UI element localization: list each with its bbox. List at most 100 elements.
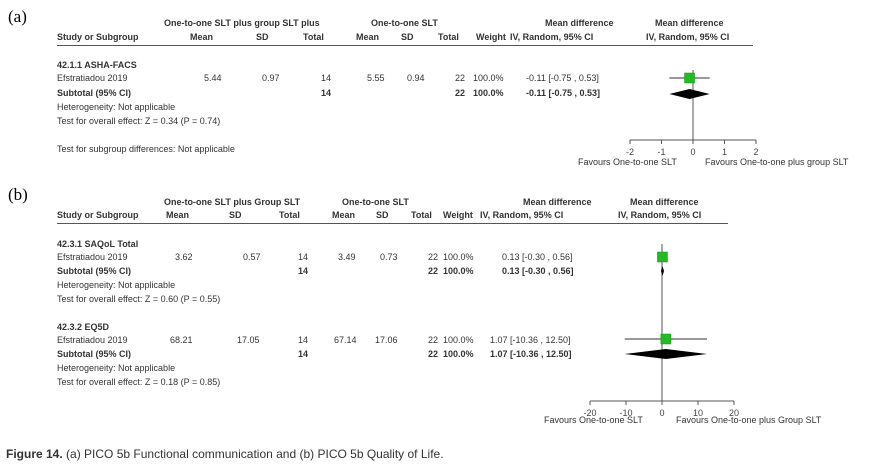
subtotal-n2: 22 (455, 88, 466, 98)
heterogeneity-text: Heterogeneity: Not applicable (57, 280, 176, 290)
study-n2: 22 (455, 73, 466, 83)
study-name: Efstratiadou 2019 (57, 73, 128, 83)
subtotal-weight: 100.0% (443, 349, 474, 359)
x-tick-label: -2 (626, 147, 634, 157)
study-name: Efstratiadou 2019 (57, 335, 128, 345)
study-marker (660, 333, 672, 345)
subtotal-n1: 14 (298, 266, 309, 276)
study-sd2: 0.94 (407, 73, 425, 83)
mean2-col-header-a: Mean (356, 32, 380, 42)
subtotal-n2: 22 (428, 349, 439, 359)
mean2-col-header-b: Mean (332, 210, 356, 220)
plot-sub-header-b: IV, Random, 95% CI (618, 210, 702, 220)
total1-col-header-b: Total (279, 210, 300, 220)
study-name: Efstratiadou 2019 (57, 252, 128, 262)
subtotal-ci: 0.13 [-0.30 , 0.56] (502, 266, 574, 276)
subtotal-weight: 100.0% (443, 266, 474, 276)
panel-label-a: (a) (8, 7, 27, 26)
mean1-col-header-b: Mean (166, 210, 190, 220)
x-tick-label: 2 (753, 147, 758, 157)
heterogeneity-text: Heterogeneity: Not applicable (57, 102, 176, 112)
md-header-b: Mean difference (523, 197, 592, 207)
study-n1: 14 (298, 252, 309, 262)
x-tick-label: -1 (657, 147, 665, 157)
sd1-col-header-b: SD (229, 210, 242, 220)
md-sub-header-a: IV, Random, 95% CI (510, 32, 594, 42)
favours-right-b: Favours One-to-one plus Group SLT (676, 415, 822, 425)
weight-col-header-b: Weight (443, 210, 473, 220)
subtotal-ci: -0.11 [-0.75 , 0.53] (526, 88, 601, 98)
overall-effect-text: Test for overall effect: Z = 0.34 (P = 0… (57, 116, 221, 126)
subtotal-diamond (660, 266, 665, 276)
caption-label: Figure 14. (6, 447, 63, 461)
overall-effect-text: Test for overall effect: Z = 0.60 (P = 0… (57, 294, 221, 304)
study-n2: 22 (428, 335, 439, 345)
header-rule-a (57, 45, 753, 46)
study-weight: 100.0% (443, 252, 474, 262)
total1-col-header-a: Total (303, 32, 324, 42)
favours-right-a: Favours One-to-one plus group SLT (705, 157, 849, 167)
favours-left-a: Favours One-to-one SLT (578, 157, 677, 167)
study-col-header-a: Study or Subgroup (57, 32, 139, 42)
subtotal-label: Subtotal (95% CI) (57, 349, 132, 359)
md-header-a: Mean difference (545, 18, 614, 28)
study-mean1: 68.21 (170, 335, 193, 345)
subtotal-n1: 14 (321, 88, 332, 98)
favours-left-b: Favours One-to-one SLT (544, 415, 643, 425)
group1-header-a: One-to-one SLT plus group SLT plus (164, 18, 320, 28)
study-sd2: 17.06 (375, 335, 398, 345)
weight-col-header-a: Weight (476, 32, 506, 42)
subgroup-title: 42.1.1 ASHA-FACS (57, 60, 137, 70)
study-sd1: 0.57 (243, 252, 261, 262)
heterogeneity-text: Heterogeneity: Not applicable (57, 363, 176, 373)
subtotal-diamond (669, 89, 710, 99)
header-rule-b (57, 223, 728, 224)
subtotal-n1: 14 (298, 349, 309, 359)
group2-header-b: One-to-one SLT (342, 197, 409, 207)
md-sub-header-b: IV, Random, 95% CI (480, 210, 564, 220)
x-tick-label: 1 (722, 147, 727, 157)
study-ci: -0.11 [-0.75 , 0.53] (526, 73, 599, 83)
sd2-col-header-b: SD (376, 210, 389, 220)
study-col-header-b: Study or Subgroup (57, 210, 139, 220)
group2-header-a: One-to-one SLT (371, 18, 438, 28)
group1-header-b: One-to-one SLT plus Group SLT (164, 197, 301, 207)
total2-col-header-b: Total (411, 210, 432, 220)
study-ci: 0.13 [-0.30 , 0.56] (502, 252, 573, 262)
figure-caption: Figure 14. (a) PICO 5b Functional commun… (6, 447, 444, 461)
x-tick-label: 10 (693, 408, 703, 418)
subtotal-diamond (624, 349, 707, 359)
study-sd1: 0.97 (262, 73, 280, 83)
x-tick-label: 20 (729, 408, 739, 418)
mean1-col-header-a: Mean (190, 32, 214, 42)
study-weight: 100.0% (473, 73, 504, 83)
subtotal-weight: 100.0% (473, 88, 504, 98)
subtotal-label: Subtotal (95% CI) (57, 266, 132, 276)
study-sd2: 0.73 (380, 252, 398, 262)
study-mean1: 5.44 (204, 73, 222, 83)
x-tick-label: -20 (583, 408, 596, 418)
study-n2: 22 (428, 252, 439, 262)
study-marker (657, 251, 668, 263)
x-tick-label: -10 (619, 408, 632, 418)
panel-label-b: (b) (8, 185, 28, 204)
plot-title-b: Mean difference (630, 197, 699, 207)
study-n1: 14 (321, 73, 332, 83)
sd2-col-header-a: SD (401, 32, 414, 42)
overall-effect-text: Test for overall effect: Z = 0.18 (P = 0… (57, 377, 221, 387)
study-sd1: 17.05 (237, 335, 260, 345)
total2-col-header-a: Total (438, 32, 459, 42)
x-tick-label: 0 (659, 408, 664, 418)
study-weight: 100.0% (443, 335, 474, 345)
study-mean2: 3.49 (338, 252, 356, 262)
subgroup-title: 42.3.2 EQ5D (57, 322, 110, 332)
subgroup-diff-text: Test for subgroup differences: Not appli… (57, 144, 235, 154)
subtotal-ci: 1.07 [-10.36 , 12.50] (490, 349, 572, 359)
plot-sub-header-a: IV, Random, 95% CI (646, 32, 730, 42)
study-mean2: 67.14 (334, 335, 357, 345)
study-ci: 1.07 [-10.36 , 12.50] (490, 335, 571, 345)
sd1-col-header-a: SD (256, 32, 269, 42)
plot-title-a: Mean difference (655, 18, 724, 28)
subgroup-title: 42.3.1 SAQoL Total (57, 239, 139, 249)
